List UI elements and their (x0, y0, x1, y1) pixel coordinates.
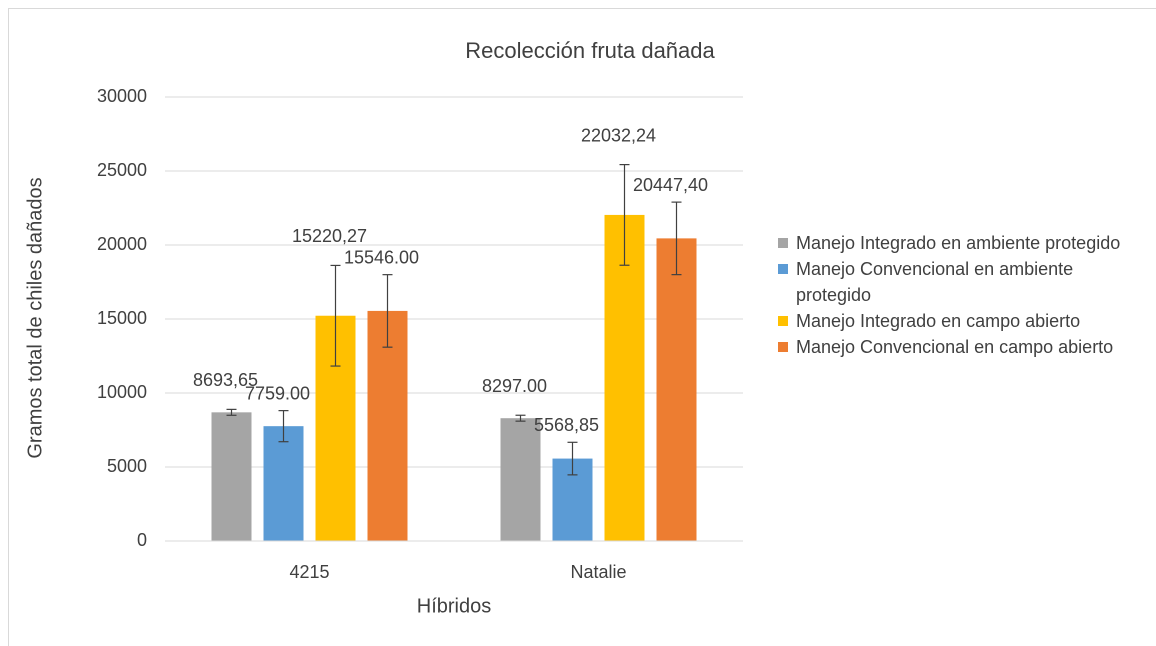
bar (500, 418, 541, 541)
legend-label: Manejo Integrado en ambiente protegido (796, 233, 1121, 253)
y-tick-label: 20000 (97, 234, 147, 254)
legend-swatch (778, 264, 788, 274)
legend-label: Manejo Convencional en campo abierto (796, 337, 1114, 357)
data-label: 20447,40 (633, 175, 708, 195)
legend-entry: Manejo Integrado en ambiente protegido (778, 230, 1148, 256)
y-tick-label: 0 (137, 530, 147, 550)
legend-swatch (778, 238, 788, 248)
data-label: 8297.00 (482, 376, 547, 396)
legend-entry: Manejo Convencional en ambiente protegid… (778, 256, 1148, 308)
data-label: 5568,85 (534, 415, 599, 435)
legend: Manejo Integrado en ambiente protegido Ma… (778, 230, 1148, 360)
bar (263, 426, 304, 541)
legend-label: Manejo Convencional en ambiente protegid… (796, 259, 1074, 305)
bar (656, 238, 697, 541)
data-label: 7759.00 (245, 383, 310, 403)
x-tick-label: Natalie (570, 562, 626, 582)
legend-swatch (778, 316, 788, 326)
x-axis-title: Híbridos (417, 595, 491, 617)
x-tick-label: 4215 (289, 562, 329, 582)
legend-entry: Manejo Integrado en campo abierto (778, 308, 1148, 334)
data-label: 8693,65 (193, 370, 258, 390)
data-label: 22032,24 (581, 125, 656, 145)
data-label: 15220,27 (292, 226, 367, 246)
data-label: 15546.00 (344, 247, 419, 267)
bar (211, 412, 252, 541)
y-tick-label: 5000 (107, 456, 147, 476)
y-tick-label: 15000 (97, 308, 147, 328)
y-tick-label: 10000 (97, 382, 147, 402)
legend-label: Manejo Integrado en campo abierto (796, 311, 1081, 331)
legend-entry: Manejo Convencional en campo abierto (778, 334, 1148, 360)
bar (367, 310, 408, 541)
y-tick-label: 30000 (97, 86, 147, 106)
chart-border (8, 8, 1156, 646)
y-tick-label: 25000 (97, 160, 147, 180)
legend-swatch (778, 342, 788, 352)
chart-title: Recolección fruta dañada (465, 38, 715, 63)
y-axis-title: Gramos total de chiles dañados (24, 177, 46, 458)
bar (604, 214, 645, 541)
